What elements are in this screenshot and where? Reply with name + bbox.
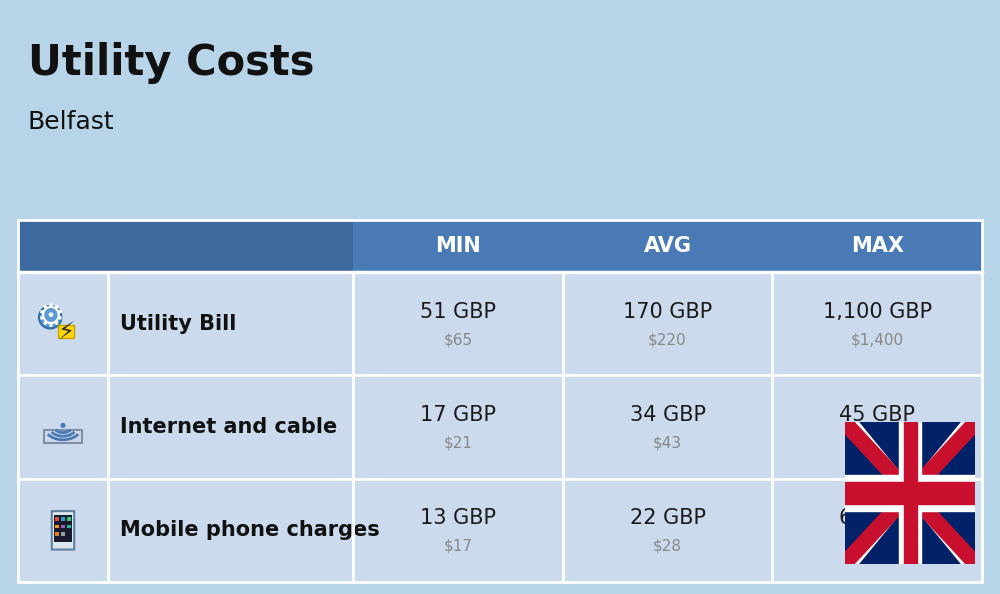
Bar bbox=[54, 515, 72, 542]
Text: Internet and cable: Internet and cable bbox=[120, 417, 337, 437]
Bar bbox=[61, 532, 65, 536]
Text: ⚡: ⚡ bbox=[58, 320, 75, 344]
Text: 45 GBP: 45 GBP bbox=[839, 405, 915, 425]
Bar bbox=[18, 220, 982, 582]
Text: $65: $65 bbox=[443, 332, 472, 347]
Text: 51 GBP: 51 GBP bbox=[420, 302, 496, 322]
Text: $1,400: $1,400 bbox=[851, 332, 904, 347]
Text: $220: $220 bbox=[648, 332, 687, 347]
Text: ⚙: ⚙ bbox=[36, 303, 64, 332]
Text: Belfast: Belfast bbox=[28, 110, 115, 134]
Text: 170 GBP: 170 GBP bbox=[623, 302, 712, 322]
Text: 1,100 GBP: 1,100 GBP bbox=[823, 302, 932, 322]
Polygon shape bbox=[845, 422, 975, 564]
Bar bbox=[904, 422, 916, 564]
Text: $17: $17 bbox=[443, 539, 472, 554]
Bar bbox=[58, 326, 74, 338]
Text: 17 GBP: 17 GBP bbox=[420, 405, 496, 425]
Text: MAX: MAX bbox=[851, 236, 904, 256]
Bar bbox=[18, 272, 982, 375]
Bar bbox=[67, 525, 71, 529]
Text: MIN: MIN bbox=[435, 236, 481, 256]
Text: Utility Costs: Utility Costs bbox=[28, 42, 314, 84]
Text: $85: $85 bbox=[863, 539, 892, 554]
Bar bbox=[18, 220, 353, 272]
Text: $57: $57 bbox=[863, 435, 892, 450]
Bar bbox=[61, 525, 65, 529]
Bar bbox=[61, 517, 65, 521]
Text: AVG: AVG bbox=[644, 236, 692, 256]
Bar bbox=[18, 375, 982, 479]
Bar bbox=[55, 517, 59, 521]
Polygon shape bbox=[845, 422, 975, 564]
Polygon shape bbox=[845, 422, 975, 564]
Text: Utility Bill: Utility Bill bbox=[120, 314, 236, 334]
Bar bbox=[67, 517, 71, 521]
Text: $43: $43 bbox=[653, 435, 682, 450]
Text: 22 GBP: 22 GBP bbox=[630, 508, 706, 528]
Bar bbox=[44, 430, 82, 443]
Text: $28: $28 bbox=[653, 539, 682, 554]
Circle shape bbox=[60, 423, 66, 428]
Bar bbox=[899, 422, 921, 564]
FancyBboxPatch shape bbox=[52, 511, 74, 549]
Text: 13 GBP: 13 GBP bbox=[420, 508, 496, 528]
Text: 34 GBP: 34 GBP bbox=[630, 405, 706, 425]
Bar bbox=[845, 482, 975, 504]
Bar bbox=[55, 525, 59, 529]
Bar bbox=[353, 220, 982, 272]
Text: 67 GBP: 67 GBP bbox=[839, 508, 915, 528]
Text: Mobile phone charges: Mobile phone charges bbox=[120, 520, 380, 541]
Text: $21: $21 bbox=[443, 435, 472, 450]
Bar bbox=[18, 479, 982, 582]
Circle shape bbox=[39, 306, 61, 328]
Bar bbox=[55, 532, 59, 536]
Polygon shape bbox=[845, 422, 975, 564]
Bar bbox=[845, 475, 975, 511]
